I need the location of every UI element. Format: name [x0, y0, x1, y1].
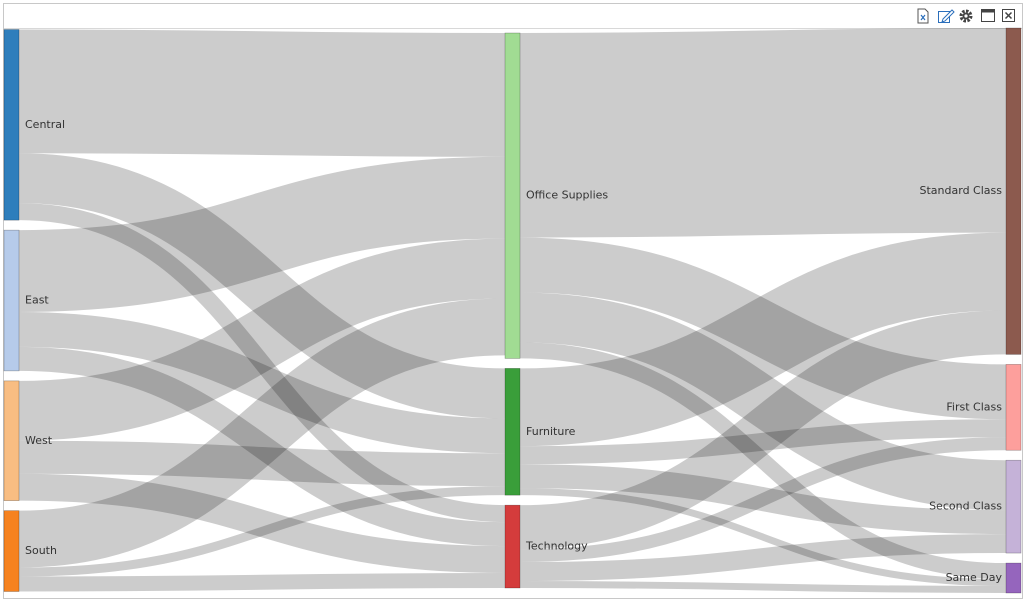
node-label: Same Day — [946, 571, 1003, 584]
node — [1005, 364, 1022, 451]
node-label: East — [25, 294, 49, 307]
link — [18, 486, 506, 577]
node — [504, 368, 521, 496]
link — [519, 437, 1007, 563]
settings-icon[interactable] — [959, 9, 973, 23]
link — [18, 473, 506, 574]
link — [519, 237, 1007, 420]
nodes: Central East West South Office Supplies Furni… — [3, 27, 1022, 594]
link — [18, 203, 506, 523]
node — [3, 510, 20, 592]
node — [1005, 459, 1022, 554]
node — [1005, 27, 1022, 355]
link — [519, 232, 1007, 447]
link — [18, 440, 506, 487]
link — [519, 419, 1007, 465]
link — [519, 342, 1007, 580]
link — [18, 29, 506, 157]
node-label: First Class — [946, 400, 1002, 413]
node — [504, 504, 521, 589]
node — [504, 32, 521, 359]
node-label: South — [25, 544, 57, 557]
toolbar-icons — [917, 8, 1015, 24]
link — [18, 238, 506, 441]
close-icon[interactable] — [1002, 9, 1015, 22]
widget — [3, 3, 1023, 599]
node-label: Second Class — [929, 500, 1002, 513]
edit-icon[interactable] — [938, 9, 955, 23]
link — [519, 28, 1007, 238]
link — [519, 292, 1007, 511]
maximize-icon[interactable] — [981, 9, 995, 22]
node — [3, 229, 20, 372]
node — [1005, 562, 1022, 594]
link — [18, 153, 506, 419]
link — [519, 534, 1007, 582]
node-label: West — [25, 434, 53, 447]
link — [18, 156, 506, 312]
node — [3, 29, 20, 221]
node-label: Standard Class — [920, 184, 1003, 197]
link — [18, 298, 506, 568]
link — [519, 581, 1007, 594]
toolbar — [4, 4, 1022, 29]
node-label: Office Supplies — [526, 189, 608, 202]
link — [18, 346, 506, 547]
node — [3, 380, 20, 501]
node-label: Central — [25, 118, 65, 131]
link — [519, 488, 1007, 587]
link — [18, 573, 506, 592]
node-label: Technology — [525, 540, 588, 553]
links — [18, 28, 1007, 594]
link — [18, 311, 506, 454]
link — [519, 310, 1007, 550]
node-label: Furniture — [526, 425, 576, 438]
export-icon[interactable] — [917, 8, 929, 24]
link — [519, 464, 1007, 535]
